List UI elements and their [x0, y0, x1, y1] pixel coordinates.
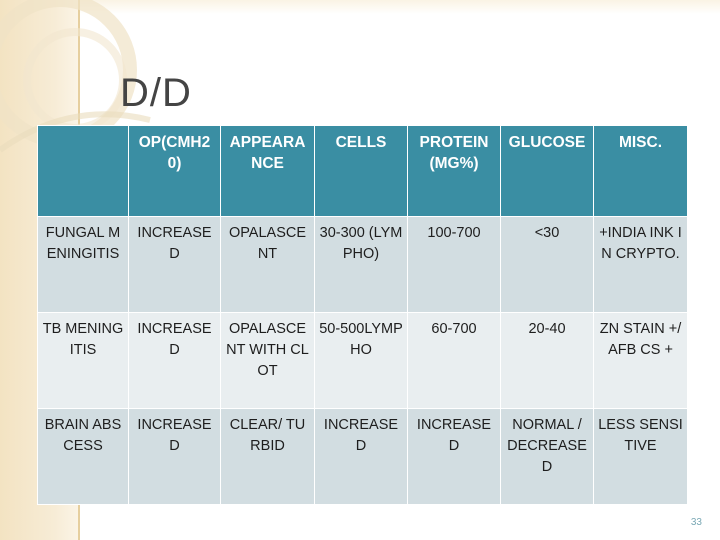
cell-glucose: <30	[500, 216, 594, 313]
header-cell-corner	[37, 125, 129, 217]
table-row-brain-abscess: BRAIN ABSCESS INCREASED CLEAR/ TURBID IN…	[37, 408, 688, 505]
table-row-tb-meningitis: TB MENINGITIS INCREASED OPALASCENT WITH …	[37, 312, 688, 409]
cell-appearance: OPALASCENT WITH CLOT	[220, 312, 315, 409]
comparison-table: OP(CMH20) APPEARANCE CELLS PROTEIN(MG%) …	[37, 125, 688, 505]
decorative-top-tint	[80, 0, 720, 14]
cell-op: INCREASED	[128, 408, 221, 505]
cell-protein: 60-700	[407, 312, 501, 409]
header-cell-op: OP(CMH20)	[128, 125, 221, 217]
row-label: TB MENINGITIS	[37, 312, 129, 409]
table-header-row: OP(CMH20) APPEARANCE CELLS PROTEIN(MG%) …	[37, 125, 688, 217]
cell-op: INCREASED	[128, 312, 221, 409]
header-cell-cells: CELLS	[314, 125, 408, 217]
cell-appearance: CLEAR/ TURBID	[220, 408, 315, 505]
page-number: 33	[690, 517, 702, 528]
header-cell-misc: MISC.	[593, 125, 688, 217]
header-cell-appearance: APPEARANCE	[220, 125, 315, 217]
cell-glucose: NORMAL / DECREASED	[500, 408, 594, 505]
cell-glucose: 20-40	[500, 312, 594, 409]
header-cell-protein: PROTEIN(MG%)	[407, 125, 501, 217]
row-label: FUNGAL MENINGITIS	[37, 216, 129, 313]
row-label: BRAIN ABSCESS	[37, 408, 129, 505]
cell-cells: INCREASED	[314, 408, 408, 505]
cell-cells: 50-500LYMPHO	[314, 312, 408, 409]
cell-misc: LESS SENSITIVE	[593, 408, 688, 505]
cell-op: INCREASED	[128, 216, 221, 313]
cell-misc: +INDIA INK IN CRYPTO.	[593, 216, 688, 313]
cell-protein: INCREASED	[407, 408, 501, 505]
header-cell-glucose: GLUCOSE	[500, 125, 594, 217]
cell-protein: 100-700	[407, 216, 501, 313]
cell-cells: 30-300 (LYMPHO)	[314, 216, 408, 313]
cell-misc: ZN STAIN +/AFB CS +	[593, 312, 688, 409]
cell-appearance: OPALASCENT	[220, 216, 315, 313]
table-row-fungal-meningitis: FUNGAL MENINGITIS INCREASED OPALASCENT 3…	[37, 216, 688, 313]
slide-title: D/D	[120, 70, 192, 115]
